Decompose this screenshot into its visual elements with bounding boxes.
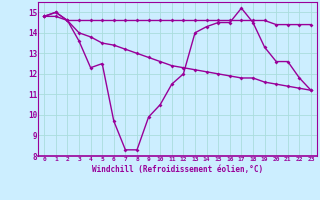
X-axis label: Windchill (Refroidissement éolien,°C): Windchill (Refroidissement éolien,°C) xyxy=(92,165,263,174)
